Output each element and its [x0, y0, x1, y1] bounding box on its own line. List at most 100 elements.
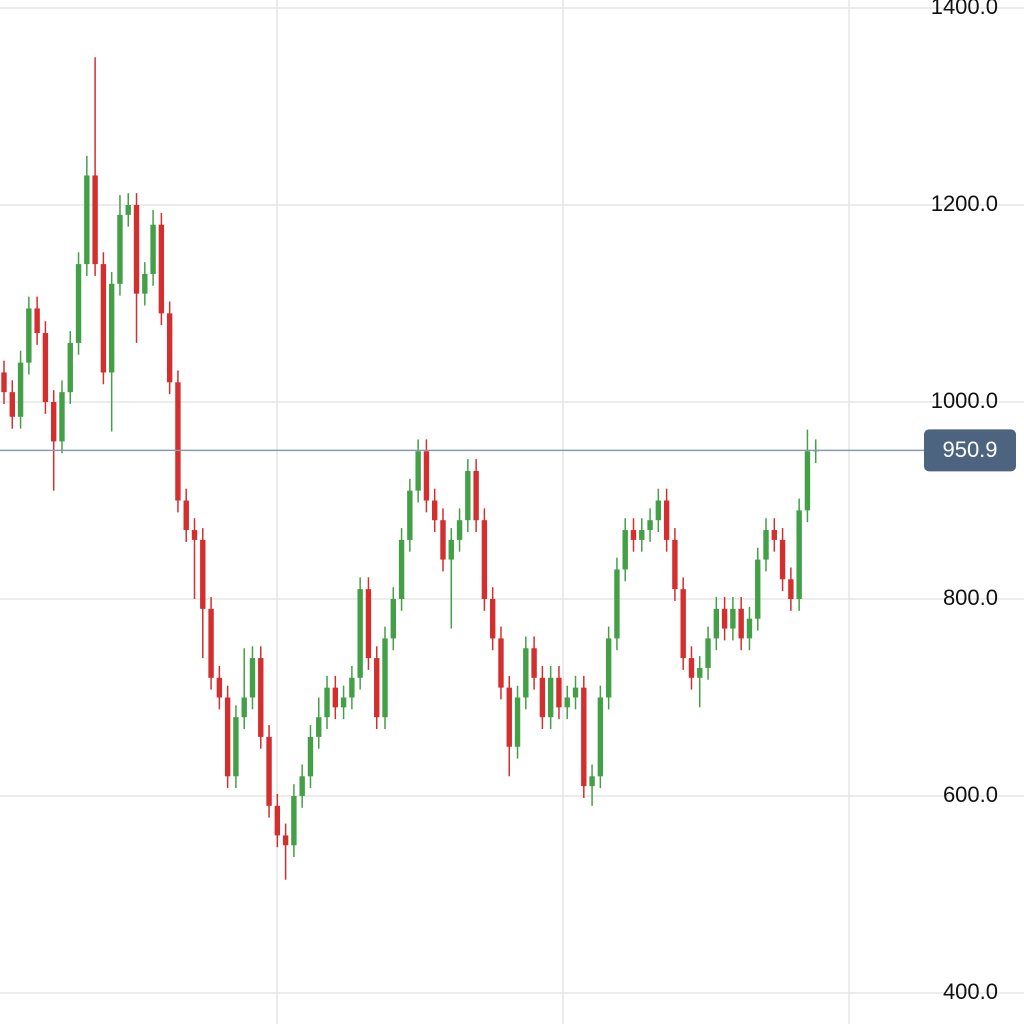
- candle-body: [680, 589, 686, 659]
- candle-body: [630, 530, 637, 540]
- candle-body: [432, 500, 438, 521]
- candle-body: [365, 589, 372, 659]
- candle-body: [26, 308, 32, 363]
- candle-body: [796, 510, 802, 599]
- candle-body: [17, 362, 24, 417]
- last-price-label: 950.9: [942, 437, 997, 462]
- candle-body: [208, 608, 214, 678]
- candle-body: [133, 205, 140, 294]
- candle-body: [705, 638, 711, 668]
- candle-body: [663, 500, 670, 540]
- candle-body: [473, 470, 479, 521]
- candle-body: [390, 599, 396, 639]
- candle-body: [1, 372, 7, 393]
- candle-body: [332, 687, 339, 708]
- candle-body: [233, 717, 239, 777]
- y-tick-label: 600.0: [943, 782, 998, 807]
- candle-body: [639, 530, 645, 540]
- candle-body: [374, 658, 380, 718]
- candle-body: [249, 658, 256, 698]
- candle-body: [316, 717, 322, 737]
- candle-body: [407, 490, 413, 540]
- candle-body: [721, 608, 728, 629]
- y-tick-label: 800.0: [943, 585, 998, 610]
- candle-body: [324, 687, 330, 718]
- y-tick-label: 1400.0: [931, 0, 998, 19]
- candle-body: [117, 214, 123, 284]
- candle-body: [166, 313, 173, 383]
- candle-body: [415, 451, 421, 491]
- candle-body: [423, 451, 430, 501]
- candle-body: [763, 530, 769, 560]
- candle-body: [84, 175, 90, 265]
- candle-body: [175, 382, 181, 501]
- candle-body: [771, 530, 778, 540]
- candle-body: [191, 530, 198, 540]
- candle-body: [282, 835, 289, 846]
- candle-body: [216, 677, 223, 698]
- candle-body: [382, 638, 388, 718]
- candle-body: [730, 608, 736, 629]
- candle-body: [489, 599, 496, 639]
- candle-body: [266, 736, 272, 806]
- candle-body: [448, 539, 454, 560]
- candle-body: [564, 697, 570, 708]
- candle-body: [647, 520, 653, 531]
- candle-body: [200, 539, 206, 609]
- candle-body: [755, 559, 761, 619]
- candle-body: [713, 608, 720, 639]
- candle-body: [142, 273, 148, 294]
- candle-body: [274, 805, 281, 836]
- candle-body: [688, 658, 695, 678]
- candle-body: [481, 520, 488, 599]
- candle-body: [291, 796, 297, 846]
- candle-body: [605, 638, 612, 698]
- candle-body: [804, 451, 811, 511]
- candle-body: [556, 677, 562, 708]
- candle-body: [697, 667, 703, 678]
- candle-body: [498, 638, 504, 688]
- candle-body: [150, 224, 156, 274]
- candle-body: [597, 697, 604, 777]
- candle-body: [398, 539, 405, 599]
- candle-body: [307, 736, 314, 777]
- candle-body: [572, 687, 579, 698]
- candle-body: [672, 539, 678, 590]
- candle-body: [258, 658, 264, 737]
- last-price-box: [924, 429, 1016, 472]
- candle-body: [514, 697, 521, 747]
- candle-body: [547, 677, 554, 718]
- candle-body: [506, 687, 512, 747]
- candle-body: [59, 392, 65, 442]
- y-tick-label: 1000.0: [931, 388, 998, 413]
- candle-body: [224, 697, 231, 777]
- candle-body: [746, 618, 753, 639]
- candle-body: [440, 520, 446, 560]
- candle-body: [34, 308, 40, 334]
- candle-body: [655, 500, 662, 521]
- candle-body: [456, 520, 463, 540]
- candle-body: [125, 205, 131, 215]
- candle-body: [531, 648, 537, 678]
- candle-body: [158, 224, 165, 314]
- candle-body: [465, 470, 471, 521]
- y-tick-label: 1200.0: [931, 191, 998, 216]
- candle-body: [299, 776, 305, 796]
- candle-body: [589, 776, 595, 787]
- candle-body: [349, 677, 355, 698]
- candle-body: [738, 608, 744, 639]
- candle-body: [9, 392, 15, 417]
- candle-body: [340, 697, 347, 708]
- candle-body: [614, 569, 620, 639]
- candle-body: [523, 648, 529, 698]
- y-tick-label: 400.0: [943, 979, 998, 1004]
- candle-body: [67, 342, 73, 393]
- candle-body: [75, 264, 82, 343]
- candle-body: [241, 697, 247, 718]
- candle-body: [539, 677, 546, 718]
- candle-body: [50, 402, 57, 442]
- candle-body: [108, 283, 115, 373]
- candle-body: [788, 579, 794, 599]
- candle-body: [779, 539, 786, 580]
